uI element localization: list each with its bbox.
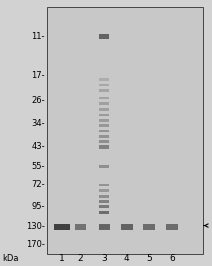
- Bar: [99, 225, 109, 229]
- Bar: [143, 224, 155, 230]
- Text: 3: 3: [101, 254, 107, 263]
- Bar: [54, 224, 70, 230]
- Bar: [120, 224, 133, 230]
- Bar: [99, 130, 109, 132]
- Text: 6: 6: [169, 254, 175, 263]
- Bar: [99, 224, 110, 230]
- Text: 95-: 95-: [31, 202, 45, 211]
- Bar: [99, 84, 109, 86]
- Bar: [99, 205, 109, 209]
- Bar: [99, 189, 109, 192]
- Text: 4: 4: [124, 254, 130, 263]
- Bar: [99, 102, 109, 105]
- Text: kDa: kDa: [2, 254, 18, 263]
- Bar: [99, 114, 109, 116]
- Text: 43-: 43-: [31, 142, 45, 151]
- Bar: [99, 145, 109, 148]
- Bar: [99, 195, 109, 198]
- Bar: [99, 124, 109, 127]
- Bar: [99, 211, 109, 214]
- Bar: [99, 140, 109, 143]
- Text: 17-: 17-: [31, 70, 45, 80]
- Bar: [99, 108, 109, 111]
- Bar: [99, 89, 109, 92]
- Text: 34-: 34-: [31, 119, 45, 128]
- Text: 5: 5: [146, 254, 152, 263]
- Bar: [99, 34, 109, 39]
- Bar: [99, 165, 109, 168]
- Text: 2: 2: [78, 254, 83, 263]
- Bar: [99, 200, 109, 203]
- Text: 26-: 26-: [31, 96, 45, 105]
- Bar: [75, 224, 86, 230]
- Bar: [166, 224, 178, 230]
- Text: 130-: 130-: [26, 222, 45, 231]
- Text: 72-: 72-: [31, 180, 45, 189]
- Bar: [99, 184, 109, 186]
- Bar: [99, 97, 109, 99]
- Bar: [47, 7, 202, 254]
- Bar: [99, 78, 109, 81]
- Text: 11-: 11-: [31, 32, 45, 41]
- Text: 55-: 55-: [31, 162, 45, 171]
- Text: 1: 1: [59, 254, 64, 263]
- Bar: [99, 135, 109, 138]
- Text: 170-: 170-: [26, 240, 45, 249]
- Bar: [99, 119, 109, 122]
